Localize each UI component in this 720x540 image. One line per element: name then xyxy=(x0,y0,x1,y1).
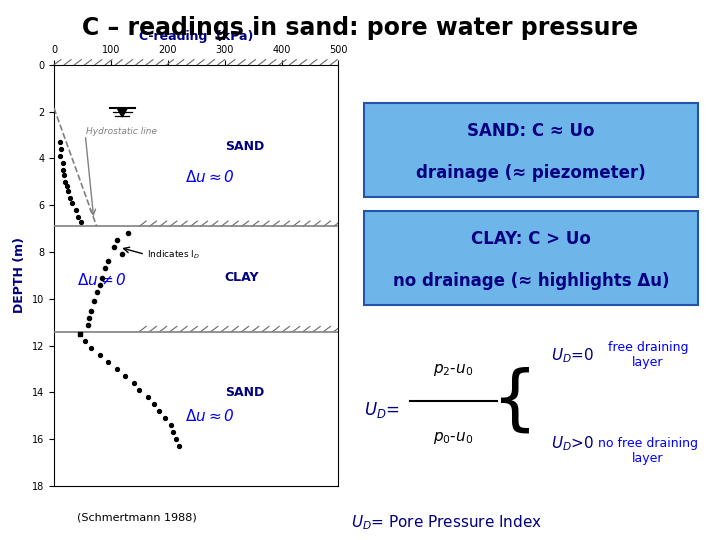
Text: $U_D$= Pore Pressure Index: $U_D$= Pore Pressure Index xyxy=(351,513,542,532)
X-axis label: C-reading  (kPa): C-reading (kPa) xyxy=(139,30,253,43)
Text: SAND: C ≈ Uo: SAND: C ≈ Uo xyxy=(467,122,595,140)
Text: $U_D$=: $U_D$= xyxy=(364,400,400,421)
Text: no drainage (≈ highlights Δu): no drainage (≈ highlights Δu) xyxy=(392,273,670,291)
Text: Hydrostatic line: Hydrostatic line xyxy=(86,127,158,136)
Text: drainage (≈ piezometer): drainage (≈ piezometer) xyxy=(416,165,646,183)
Text: no free draining
layer: no free draining layer xyxy=(598,437,698,465)
Text: C – readings in sand: pore water pressure: C – readings in sand: pore water pressur… xyxy=(82,16,638,40)
Text: $p_0$-$u_0$: $p_0$-$u_0$ xyxy=(433,430,474,446)
Text: $U_D$>0: $U_D$>0 xyxy=(551,434,594,453)
Text: $\Delta$u$\approx$0: $\Delta$u$\approx$0 xyxy=(185,408,235,424)
Text: $p_2$-$u_0$: $p_2$-$u_0$ xyxy=(433,362,474,378)
Text: {: { xyxy=(492,367,538,436)
Text: CLAY: C > Uo: CLAY: C > Uo xyxy=(471,230,591,248)
Text: SAND: SAND xyxy=(225,140,264,153)
Text: CLAY: CLAY xyxy=(225,271,259,284)
Polygon shape xyxy=(117,108,127,117)
Text: $\Delta$u$\approx$0: $\Delta$u$\approx$0 xyxy=(185,169,235,185)
Text: SAND: SAND xyxy=(225,386,264,399)
Text: Indicates I$_D$: Indicates I$_D$ xyxy=(147,248,199,261)
Text: (Schmertmann 1988): (Schmertmann 1988) xyxy=(77,513,197,523)
Text: $\Delta$u$\neq$0: $\Delta$u$\neq$0 xyxy=(77,272,127,288)
Y-axis label: DEPTH (m): DEPTH (m) xyxy=(14,238,27,313)
Text: $U_D$=0: $U_D$=0 xyxy=(551,346,594,364)
Text: free draining
layer: free draining layer xyxy=(608,341,688,369)
